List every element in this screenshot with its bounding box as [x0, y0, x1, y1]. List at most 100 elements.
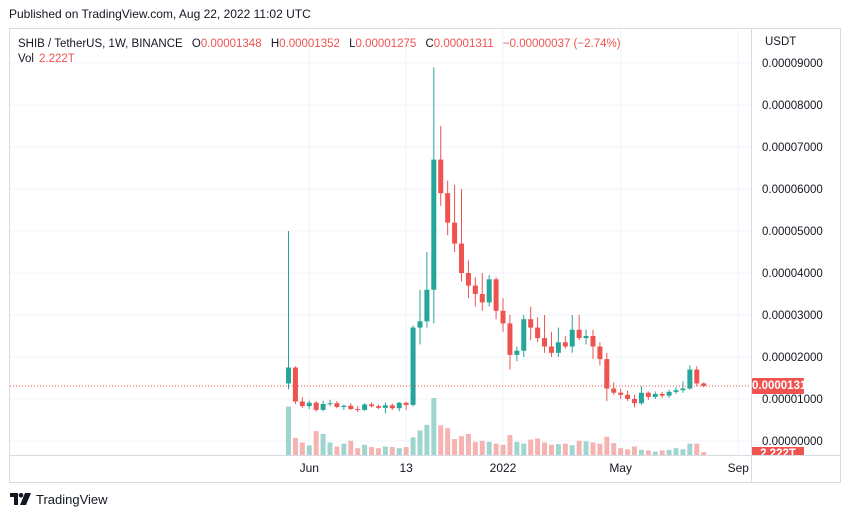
candle-body [507, 323, 513, 355]
candle [562, 336, 568, 349]
candle-body [638, 392, 644, 404]
change-value: −0.00000037 (−2.74%) [502, 38, 621, 50]
volume-bar [459, 436, 464, 455]
candle-body [445, 193, 451, 223]
candle-body [652, 393, 658, 397]
candle [521, 315, 527, 357]
volume-bar [652, 451, 658, 455]
candle-body [548, 346, 554, 353]
candle-body [417, 321, 423, 328]
candle [548, 331, 554, 357]
candle [431, 67, 437, 324]
candle-body [286, 367, 291, 384]
volume-bar [562, 443, 568, 455]
tradingview-logo-icon [10, 493, 31, 505]
candle [369, 402, 375, 408]
volume-bar [396, 448, 402, 455]
candle-body [348, 405, 354, 410]
candle [632, 394, 637, 408]
volume-bar [569, 445, 575, 455]
candle [576, 315, 582, 341]
candle [479, 273, 485, 311]
candle-body [528, 319, 534, 328]
candle [611, 382, 617, 395]
candle-body [625, 394, 631, 399]
volume-bar [479, 440, 485, 455]
volume-bar [389, 447, 395, 455]
candle-body [355, 409, 361, 411]
candle [514, 346, 520, 362]
volume-bar [597, 443, 603, 455]
candle [659, 391, 665, 398]
y-tick-label: 0.00005000 [762, 226, 823, 238]
candle-body [313, 402, 319, 410]
volume-bar [618, 448, 624, 455]
volume-bar [472, 441, 478, 455]
candle [362, 403, 368, 411]
candle [652, 391, 658, 399]
volume-bar [625, 449, 631, 455]
low-value: 0.00001275 [355, 38, 417, 50]
candle [417, 289, 423, 345]
candle-body [542, 338, 548, 347]
candle [445, 180, 451, 236]
footer-brand[interactable]: TradingView [10, 492, 108, 507]
volume-bar [514, 441, 520, 455]
candle-body [666, 391, 672, 396]
chart-frame[interactable] [9, 28, 841, 483]
candle [472, 277, 478, 307]
candle [327, 399, 333, 407]
volume-bar [486, 441, 492, 455]
candle [486, 275, 492, 307]
close-key: C [425, 38, 434, 50]
volume-bar [680, 449, 686, 455]
candle [555, 327, 561, 357]
chart-legend: SHIB / TetherUS, 1W, BINANCE O0.00001348… [18, 36, 621, 53]
candle-body [569, 329, 575, 347]
candle [292, 366, 298, 405]
candle-body [306, 402, 312, 407]
candle-body [486, 279, 492, 303]
volume-bar [604, 436, 610, 455]
volume-bar [535, 438, 541, 455]
candle [389, 403, 395, 410]
candle [355, 406, 361, 413]
y-tick-label: 0.00007000 [762, 142, 823, 154]
x-tick-label: Sep [728, 461, 750, 475]
candle-body [389, 405, 395, 409]
candle-body [431, 159, 437, 290]
candle [645, 391, 651, 400]
x-tick-label: Jun [300, 461, 319, 475]
candle-body [459, 243, 464, 273]
volume-value: 2.222T [39, 53, 75, 65]
candle-body [514, 350, 520, 355]
low-key: L [349, 38, 356, 50]
candle [507, 315, 513, 370]
candle [459, 189, 464, 282]
volume-bar [701, 452, 707, 455]
candle [313, 401, 319, 412]
candle [465, 260, 471, 299]
candle-body [555, 342, 561, 353]
volume-bar [410, 437, 416, 455]
candle-body [659, 393, 665, 396]
candle-body [694, 369, 700, 384]
volume-bar [576, 440, 582, 455]
candle [625, 390, 631, 402]
volume-bar [500, 444, 506, 455]
candle-body [493, 279, 499, 311]
volume-bar [286, 406, 291, 455]
volume-bar [320, 433, 326, 455]
candle [535, 317, 541, 343]
candle-body [590, 336, 596, 347]
candle-body [341, 405, 347, 407]
candle [694, 366, 700, 387]
volume-bar [306, 445, 312, 455]
y-tick-label: 0.00003000 [762, 310, 823, 322]
volume-bar [445, 428, 451, 455]
candle [334, 401, 340, 409]
y-tick-label: 0.00000000 [762, 436, 823, 448]
volume-bar [299, 442, 305, 455]
candle [320, 400, 326, 412]
